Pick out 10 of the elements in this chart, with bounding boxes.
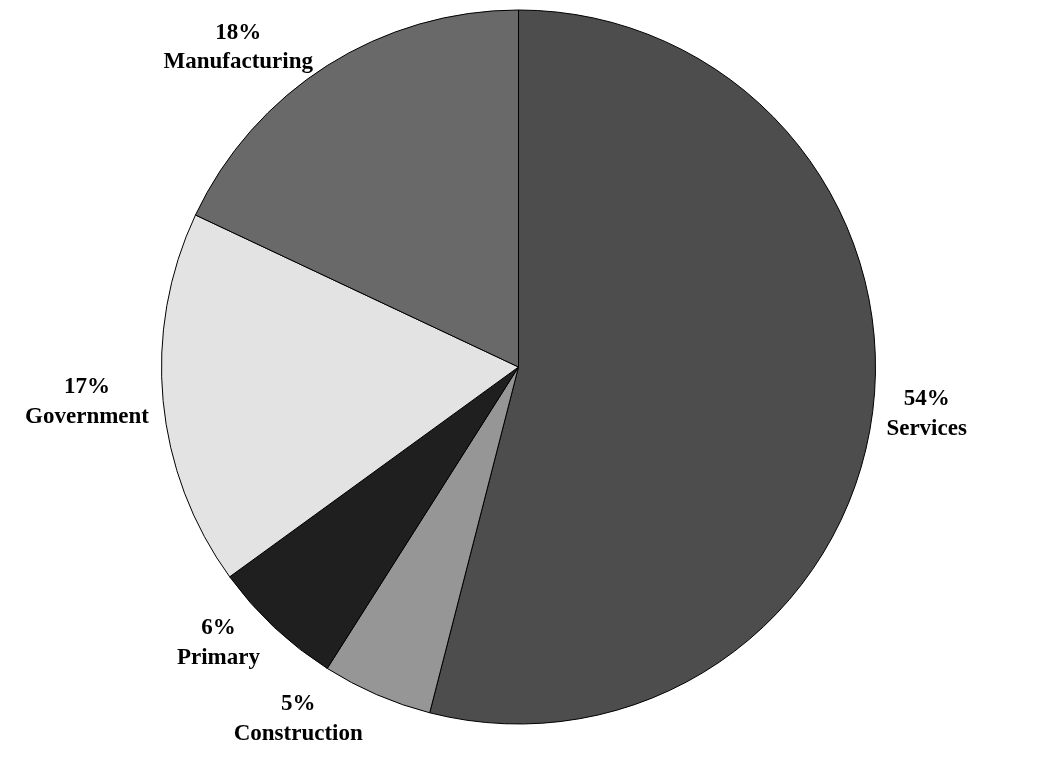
slice-label: Primary [176, 644, 261, 670]
data-label: 54% [903, 384, 950, 410]
slice-label: Services [886, 414, 967, 440]
data-label: 6% [201, 614, 236, 640]
slice-label: Manufacturing [163, 48, 314, 74]
data-label: 5% [281, 690, 316, 716]
data-label: 17% [64, 373, 111, 399]
slice-label: Government [25, 403, 150, 429]
data-label: 18% [215, 18, 262, 44]
slice-label: Construction [233, 720, 363, 746]
